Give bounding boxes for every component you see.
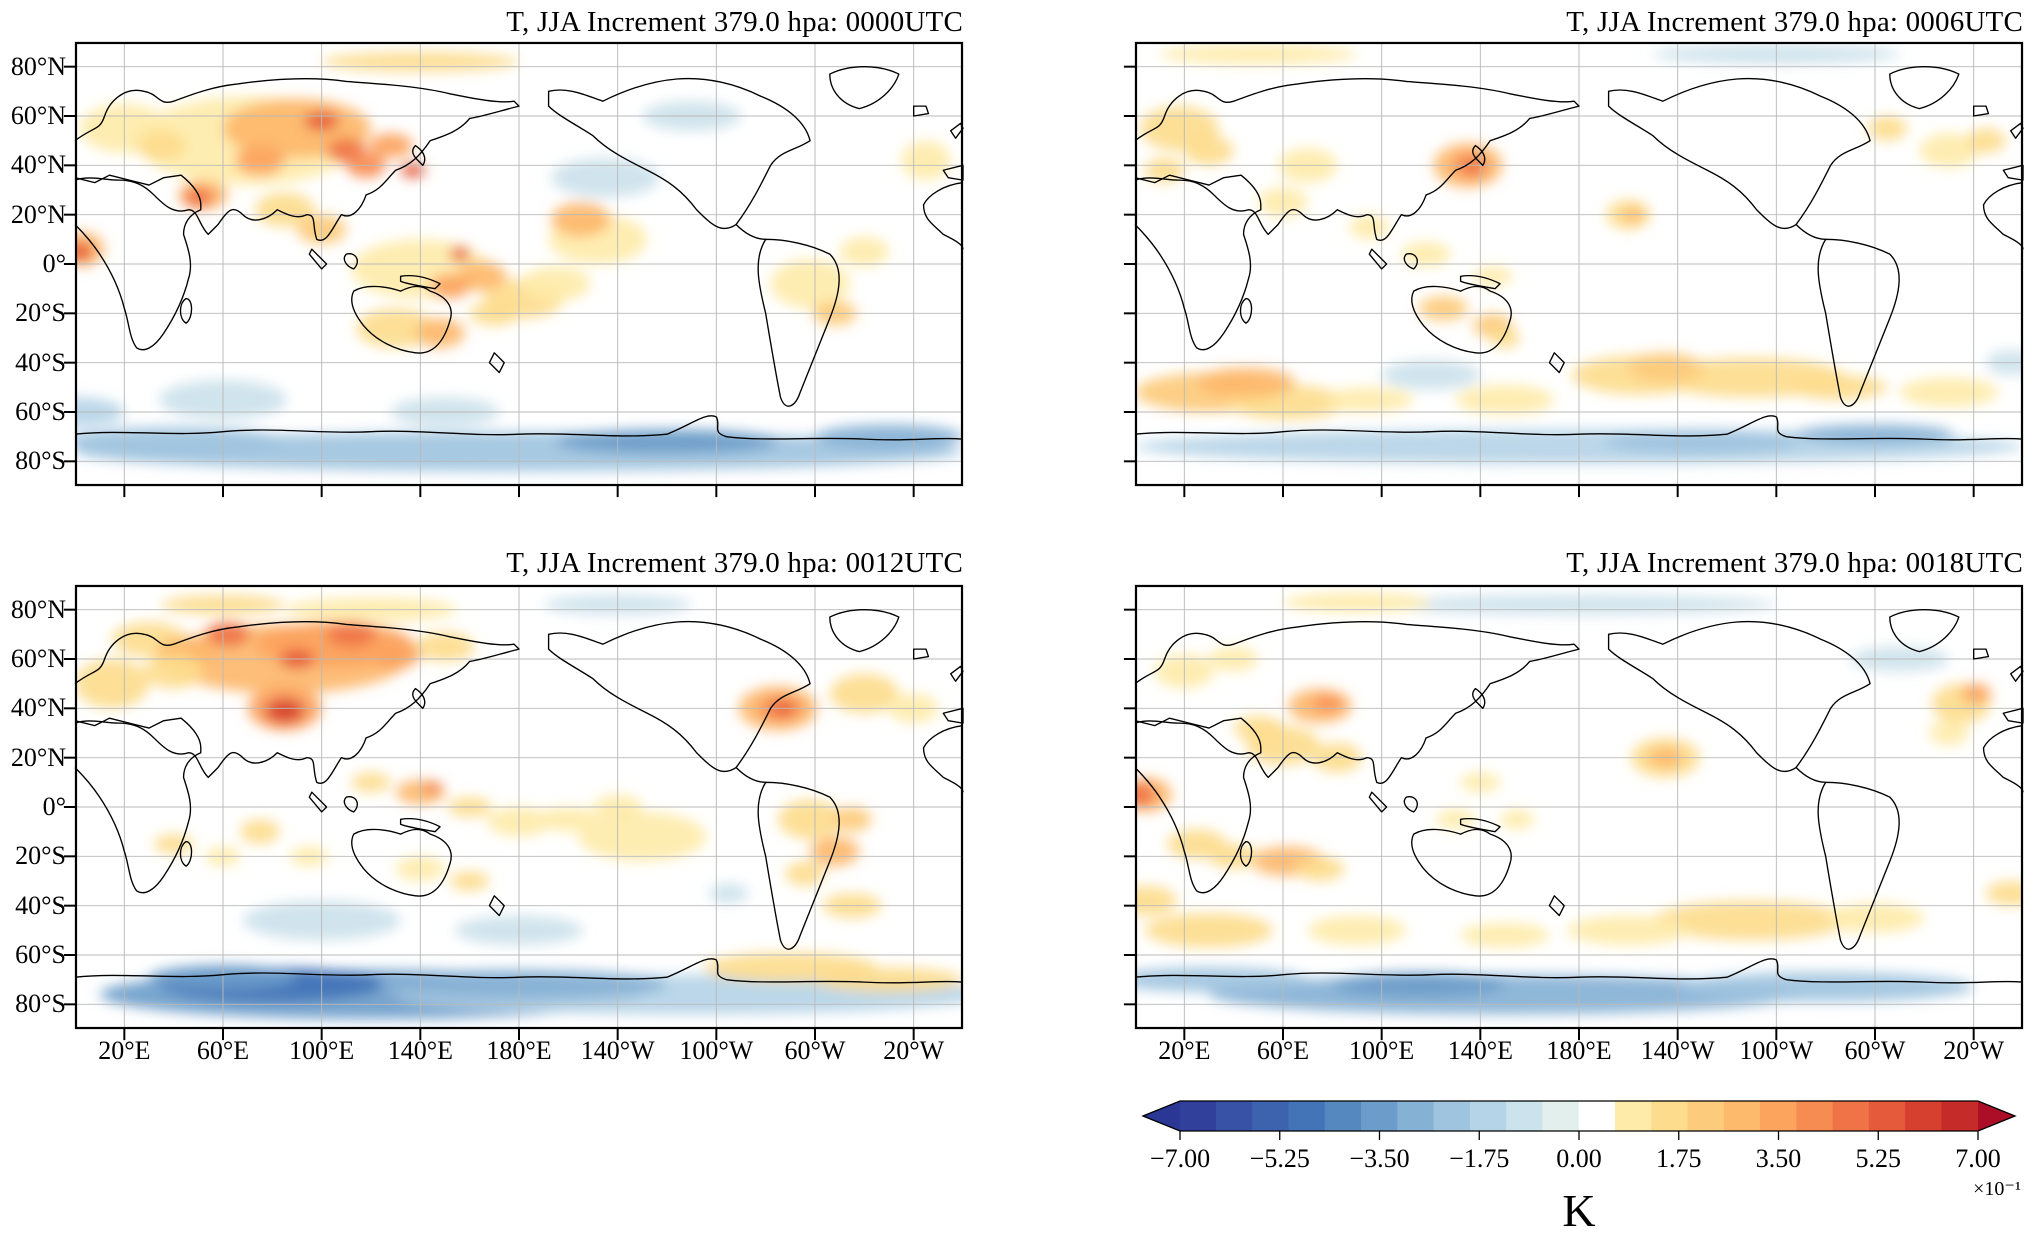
lon-tick-label: 60°E — [1256, 1036, 1310, 1065]
lat-tick-label: 40°S — [15, 347, 66, 377]
colorbar-tick-label: 0.00 — [1556, 1144, 1602, 1173]
coastlines — [1134, 66, 2024, 441]
lat-tick-label: 60°N — [10, 644, 66, 673]
panel-title-0006utc: T, JJA Increment 379.0 hpa: 0006UTC — [1566, 6, 2023, 38]
lon-tick-label: 100°W — [679, 1036, 754, 1065]
colorbar: −7.00 −5.25 −3.50 −1.75 0.00 1.75 3.50 5.25 7.00… — [1141, 1100, 2021, 1234]
axis-ticks — [63, 608, 915, 1041]
lat-tick-label: 80°N — [10, 51, 66, 81]
gridlines — [1135, 585, 2023, 1029]
lon-tick-label: 60°W — [1844, 1036, 1906, 1065]
panel-title-0012utc: T, JJA Increment 379.0 hpa: 0012UTC — [506, 547, 963, 579]
lon-tick-label: 60°E — [196, 1036, 250, 1065]
lon-tick-label: 140°W — [1640, 1036, 1715, 1065]
lon-tick-label: 60°W — [784, 1036, 846, 1065]
lat-tick-label: 40°N — [10, 693, 66, 723]
lat-tick-label: 60°S — [15, 940, 66, 969]
lat-tick-label: 60°N — [10, 101, 66, 130]
lat-tick-label: 80°N — [10, 594, 66, 624]
colorbar-unit-label: K — [1562, 1185, 1595, 1234]
lon-tick-label: 180°E — [1546, 1036, 1612, 1065]
lat-tick-label: 0° — [42, 792, 66, 821]
lon-tick-label: 20°W — [883, 1036, 945, 1065]
lat-tick-label: 60°S — [15, 397, 66, 426]
colorbar-tick-label: −5.25 — [1250, 1144, 1310, 1173]
axis-ticks — [63, 65, 915, 498]
lat-tick-label: 80°S — [15, 989, 66, 1019]
lon-tick-label: 140°E — [1447, 1036, 1513, 1065]
colorbar-tick-label: 1.75 — [1656, 1144, 1702, 1173]
gridlines — [1135, 42, 2023, 486]
colorbar-tick-label: −1.75 — [1449, 1144, 1509, 1173]
lon-tick-label: 20°E — [98, 1036, 151, 1065]
lon-tick-label: 100°W — [1739, 1036, 1814, 1065]
lat-tick-label: 40°S — [15, 890, 66, 920]
map-panel-0000utc — [63, 41, 964, 498]
colorbar-tick-labels: −7.00 −5.25 −3.50 −1.75 0.00 1.75 3.50 5.25 7.00 — [1150, 1144, 2001, 1173]
colorbar-segments — [1179, 1101, 1979, 1131]
map-panel-0012utc — [63, 584, 964, 1041]
colorbar-tick-label: 3.50 — [1756, 1144, 1802, 1173]
colorbar-tick-label: 5.25 — [1856, 1144, 1902, 1173]
lat-tick-label: 0° — [42, 249, 66, 278]
lon-tick-label: 100°E — [1349, 1036, 1415, 1065]
map-border — [1134, 41, 2024, 487]
axis-ticks — [1123, 608, 1975, 1041]
coastlines — [74, 66, 964, 441]
lat-tick-label: 20°S — [15, 841, 66, 871]
lon-tick-label: 140°W — [580, 1036, 655, 1065]
panel-title-0000utc: T, JJA Increment 379.0 hpa: 0000UTC — [506, 6, 963, 38]
colorbar-tick-label: −3.50 — [1349, 1144, 1409, 1173]
map-border — [74, 41, 964, 487]
lat-tick-label: 80°S — [15, 446, 66, 476]
axis-ticks — [1123, 65, 1975, 498]
lon-tick-label: 100°E — [289, 1036, 355, 1065]
colorbar-ticks — [1179, 1131, 1979, 1140]
coastlines — [1134, 609, 2024, 984]
colorbar-tick-label: −7.00 — [1150, 1144, 1210, 1173]
gridlines — [75, 585, 963, 1029]
lat-tick-label: 40°N — [10, 150, 66, 180]
colorbar-exponent: ×10⁻¹ — [1973, 1178, 2021, 1200]
colorbar-tick-label: 7.00 — [1955, 1144, 2001, 1173]
map-panel-0018utc — [1123, 584, 2024, 1041]
anomaly-field — [1135, 44, 2023, 464]
lat-tick-label: 20°N — [10, 199, 66, 229]
lon-tick-label: 140°E — [387, 1036, 453, 1065]
colorbar-left-arrow — [1143, 1101, 1180, 1131]
lon-tick-label: 20°E — [1158, 1036, 1211, 1065]
lat-tick-label: 20°S — [15, 298, 66, 328]
gridlines — [75, 42, 963, 486]
map-panel-0006utc — [1123, 41, 2024, 498]
map-border — [1134, 584, 2024, 1030]
map-border — [74, 584, 964, 1030]
lat-tick-label: 20°N — [10, 742, 66, 772]
colorbar-right-arrow — [1978, 1101, 2015, 1131]
lon-tick-label: 20°W — [1943, 1036, 2005, 1065]
lon-tick-label: 180°E — [486, 1036, 552, 1065]
panel-title-0018utc: T, JJA Increment 379.0 hpa: 0018UTC — [1566, 547, 2023, 579]
